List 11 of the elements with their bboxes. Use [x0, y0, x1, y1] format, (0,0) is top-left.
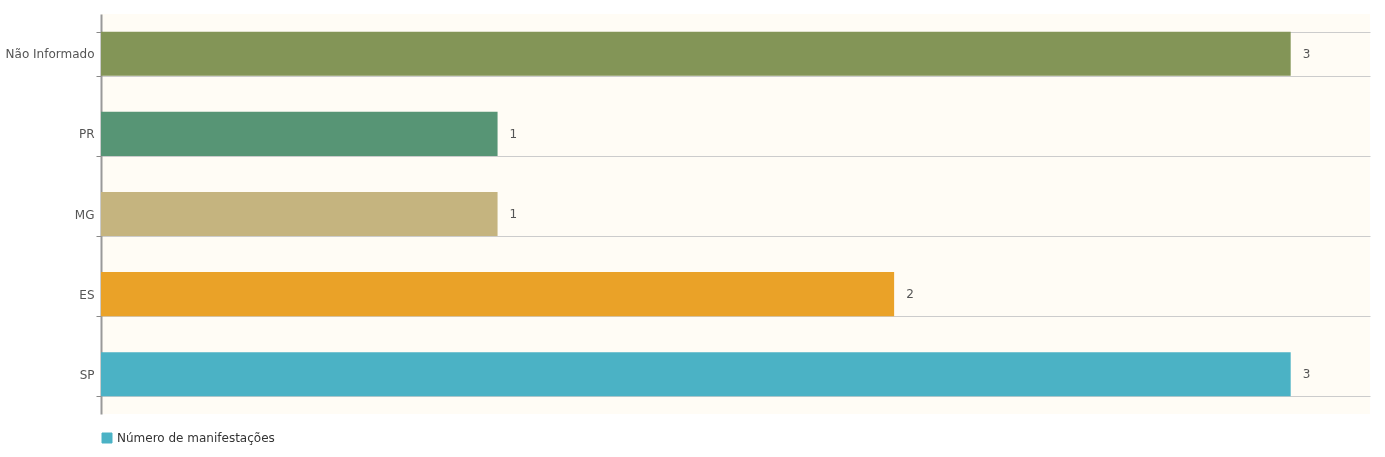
legend-label: Número de manifestações: [117, 431, 275, 445]
data-label: 1: [509, 207, 518, 221]
y-tick-label: ES: [79, 287, 95, 302]
data-label: 2: [906, 287, 914, 302]
y-tick-label: SP: [79, 367, 95, 382]
data-label: 3: [1302, 367, 1311, 382]
y-tick-label: PR: [78, 127, 95, 142]
data-label: 3: [1302, 46, 1311, 61]
data-label: 1: [509, 126, 518, 141]
y-tick-label: Não Informado: [5, 47, 95, 62]
y-tick-label: MG: [74, 207, 95, 222]
